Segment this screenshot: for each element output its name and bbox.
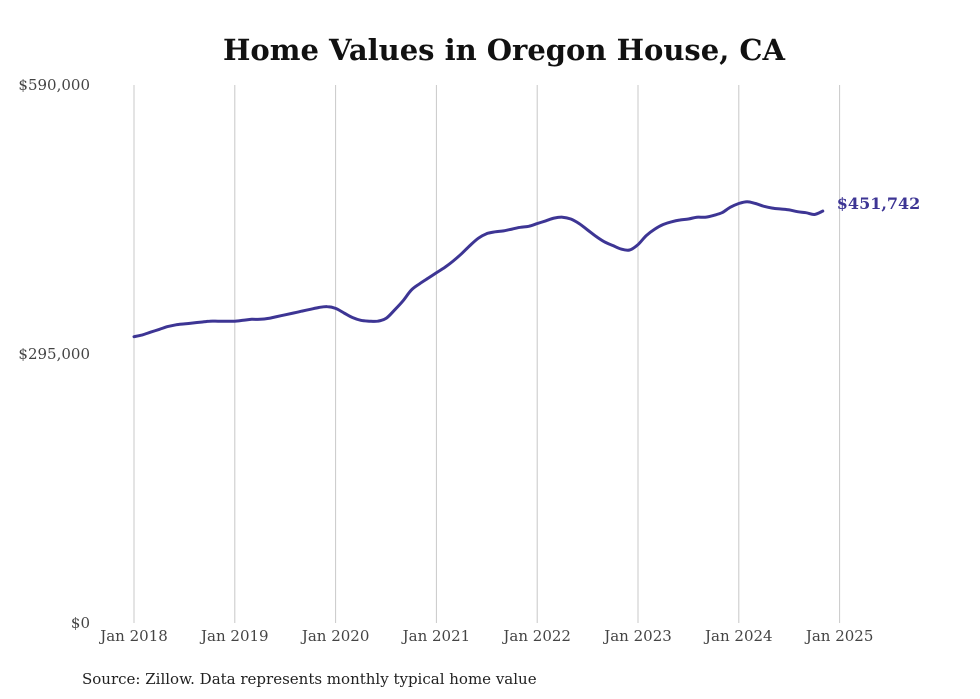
y-axis-ticks: $590,000 $295,000 $0 [18,76,90,632]
x-tick-label: Jan 2022 [501,627,571,645]
chart-title: Home Values in Oregon House, CA [223,33,785,67]
y-tick-label: $0 [71,614,90,632]
gridlines [133,85,841,623]
home-value-line [132,200,825,339]
x-tick-label: Jan 2024 [703,627,773,645]
source-note: Source: Zillow. Data represents monthly … [82,670,537,688]
x-tick-label: Jan 2018 [98,627,168,645]
x-tick-label: Jan 2021 [401,627,471,645]
x-tick-label: Jan 2020 [300,627,370,645]
x-tick-label: Jan 2019 [199,627,269,645]
x-axis-ticks: Jan 2018 Jan 2019 Jan 2020 Jan 2021 Jan 2022… [98,627,873,645]
latest-value-label: $451,742 [837,194,921,213]
x-tick-label: Jan 2023 [602,627,672,645]
y-tick-label: $295,000 [18,345,90,363]
x-tick-label: Jan 2025 [804,627,874,645]
y-tick-label: $590,000 [18,76,90,94]
